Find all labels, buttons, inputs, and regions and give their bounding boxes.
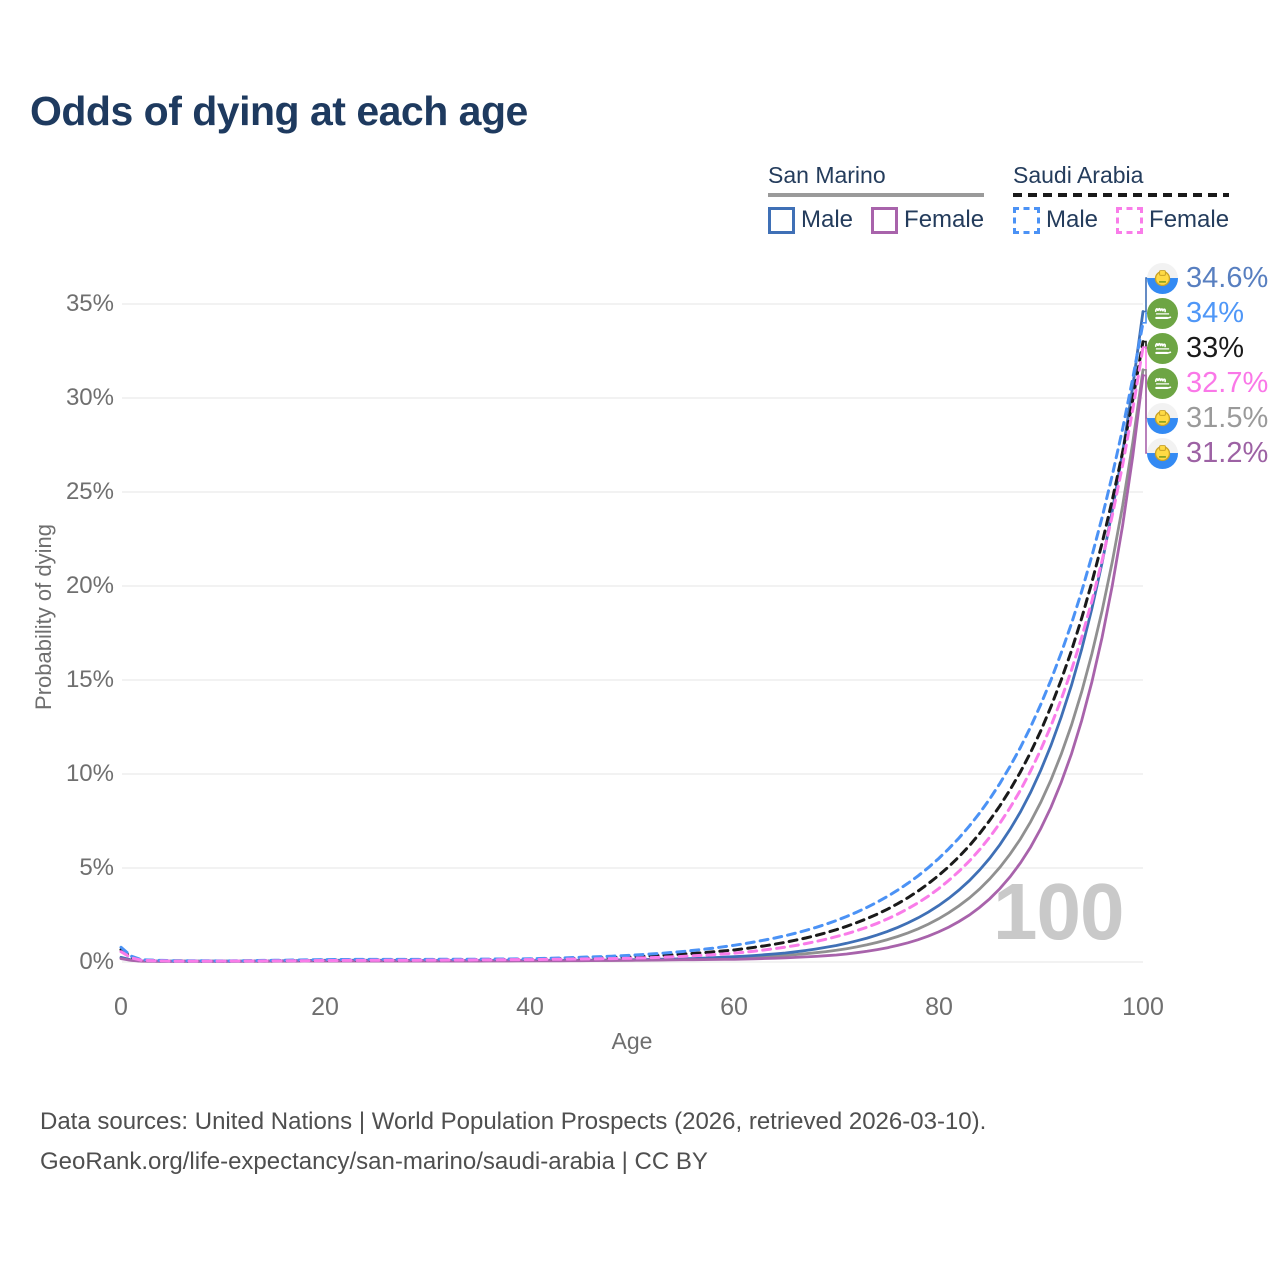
y-axis-title: Probability of dying [31, 524, 57, 710]
legend-label-female: Female [1149, 206, 1229, 234]
legend-label-female: Female [904, 206, 984, 234]
series-line-sm-both [121, 370, 1143, 961]
data-sources-text: Data sources: United Nations | World Pop… [40, 1108, 986, 1136]
age-watermark: 100 [993, 866, 1123, 958]
series-line-sm-male [121, 312, 1143, 962]
legend-swatch-saudi-arabia-female [1116, 207, 1143, 234]
x-axis-title: Age [587, 1028, 677, 1055]
end-value: 33% [1186, 332, 1244, 365]
end-label-san-marino-both: 31.5% [1147, 401, 1268, 435]
x-tick-0: 0 [76, 993, 166, 1022]
saudi-arabia-flag-icon [1147, 368, 1178, 399]
series-line-sa-male [121, 323, 1143, 961]
saudi-arabia-flag-icon [1147, 298, 1178, 329]
y-tick-20: 20% [0, 572, 114, 600]
legend-swatch-san-marino-male [768, 207, 795, 234]
legend-group-saudi-arabia: Saudi Arabia Male Female [1013, 162, 1229, 234]
series-line-sa-both [121, 342, 1143, 962]
legend-label-male: Male [801, 206, 853, 234]
x-tick-80: 80 [894, 993, 984, 1022]
y-tick-5: 5% [0, 854, 114, 882]
y-tick-15: 15% [0, 666, 114, 694]
y-tick-30: 30% [0, 384, 114, 412]
series-line-sa-female [121, 347, 1143, 961]
san-marino-flag-icon [1147, 263, 1178, 294]
legend-item-saudi-arabia-male[interactable]: Male [1013, 206, 1098, 234]
end-value: 31.2% [1186, 437, 1268, 470]
legend-country-saudi-arabia: Saudi Arabia [1013, 162, 1145, 193]
end-label-saudi-arabia-both: 33% [1147, 331, 1244, 365]
legend-swatch-saudi-arabia-male [1013, 207, 1040, 234]
x-tick-20: 20 [280, 993, 370, 1022]
legend-item-san-marino-female[interactable]: Female [871, 206, 984, 234]
saudi-arabia-flag-icon [1147, 333, 1178, 364]
attribution-text: GeoRank.org/life-expectancy/san-marino/s… [40, 1148, 708, 1176]
end-value: 34% [1186, 297, 1244, 330]
page-title: Odds of dying at each age [30, 88, 528, 135]
legend-linestyle-solid [768, 193, 984, 197]
san-marino-flag-icon [1147, 403, 1178, 434]
legend-swatch-san-marino-female [871, 207, 898, 234]
y-tick-35: 35% [0, 290, 114, 318]
san-marino-flag-icon [1147, 438, 1178, 469]
end-label-san-marino-female: 31.2% [1147, 436, 1268, 470]
legend-country-san-marino: San Marino [768, 162, 888, 193]
end-label-saudi-arabia-female: 32.7% [1147, 366, 1268, 400]
series-line-sm-female [121, 375, 1143, 961]
legend-group-san-marino: San Marino Male Female [768, 162, 984, 234]
legend-item-san-marino-male[interactable]: Male [768, 206, 853, 234]
x-tick-40: 40 [485, 993, 575, 1022]
y-tick-0: 0% [0, 948, 114, 976]
y-tick-10: 10% [0, 760, 114, 788]
x-tick-100: 100 [1098, 993, 1188, 1022]
page: { "title": "Odds of dying at each age", … [0, 0, 1280, 1280]
end-label-saudi-arabia-male: 34% [1147, 296, 1244, 330]
end-value: 34.6% [1186, 262, 1268, 295]
legend-linestyle-dashed [1013, 193, 1229, 197]
x-tick-60: 60 [689, 993, 779, 1022]
legend-item-saudi-arabia-female[interactable]: Female [1116, 206, 1229, 234]
end-value: 31.5% [1186, 402, 1268, 435]
legend-label-male: Male [1046, 206, 1098, 234]
end-value: 32.7% [1186, 367, 1268, 400]
end-label-san-marino-male: 34.6% [1147, 261, 1268, 295]
y-tick-25: 25% [0, 478, 114, 506]
